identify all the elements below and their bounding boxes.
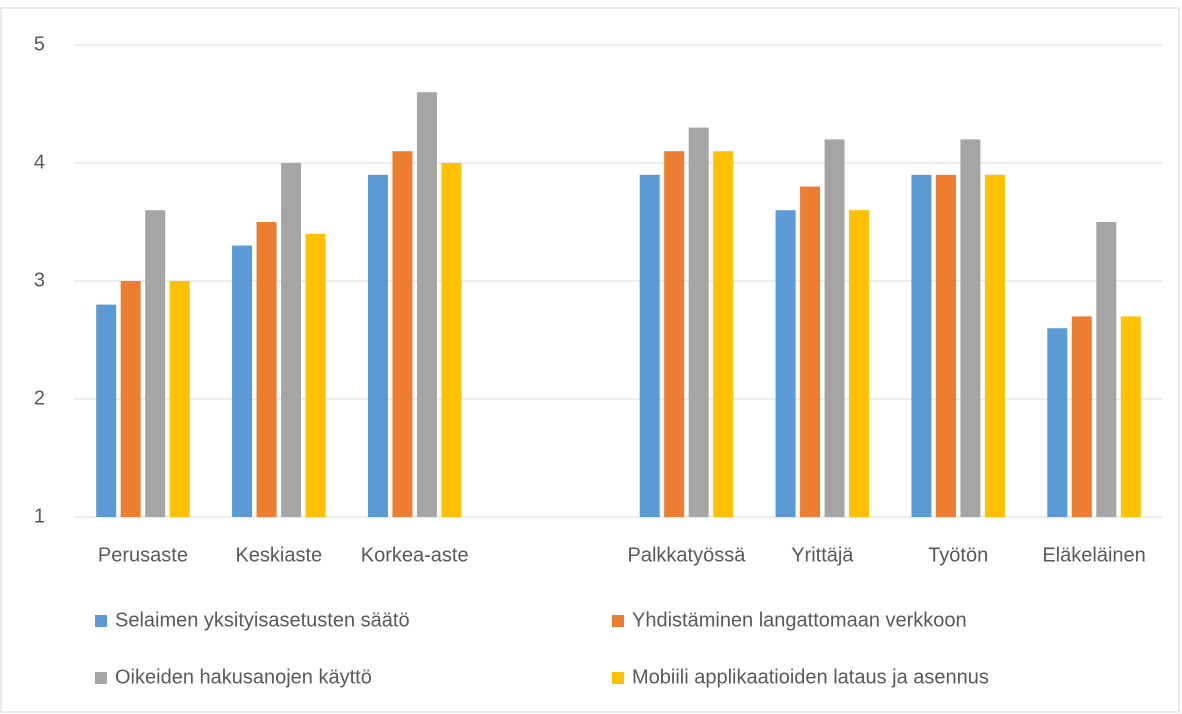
x-tick-label: Korkea-aste [361,544,469,566]
bar [392,151,413,517]
x-tick-label: Työtön [928,544,988,566]
bar [1120,316,1141,517]
bar [281,163,302,517]
y-tick-label: 4 [34,151,45,173]
bar [145,210,166,517]
y-tick-label: 5 [34,33,45,55]
legend-label: Mobiili applikaatioiden lataus ja asennu… [632,666,989,688]
bar [664,151,685,517]
bar [849,210,870,517]
bar [96,304,117,517]
bar [639,174,660,518]
y-tick-label: 2 [34,387,45,409]
x-tick-label: Eläkeläinen [1042,544,1145,566]
bar [800,186,821,517]
legend-swatch [95,672,107,684]
bar [688,127,709,517]
legend-label: Yhdistäminen langattomaan verkkoon [632,609,967,631]
legend-label: Selaimen yksityisasetusten säätö [115,609,410,631]
bar [120,281,141,517]
bar [441,163,462,517]
x-tick-label: Perusaste [98,544,188,566]
legend-swatch [612,615,624,627]
bar [416,92,437,517]
bar [824,139,845,517]
bar [1071,316,1092,517]
bar [305,233,326,518]
bar [911,174,932,518]
x-tick-label: Yrittäjä [791,544,854,566]
y-tick-label: 1 [34,505,45,527]
y-tick-label: 3 [34,269,45,291]
x-tick-label: Palkkatyössä [628,544,747,566]
x-tick-label: Keskiaste [235,544,322,566]
bar [960,139,981,517]
bar [984,174,1005,518]
bar [1096,222,1117,517]
legend-swatch [612,672,624,684]
bar [367,174,388,518]
legend-label: Oikeiden hakusanojen käyttö [115,666,372,688]
bar [935,174,956,518]
chart-border [0,7,1180,713]
legend-swatch [95,615,107,627]
bar [256,222,277,517]
bar [775,210,796,517]
bar [713,151,734,517]
bar [232,245,253,517]
bar [1047,328,1068,517]
bar [169,281,190,517]
